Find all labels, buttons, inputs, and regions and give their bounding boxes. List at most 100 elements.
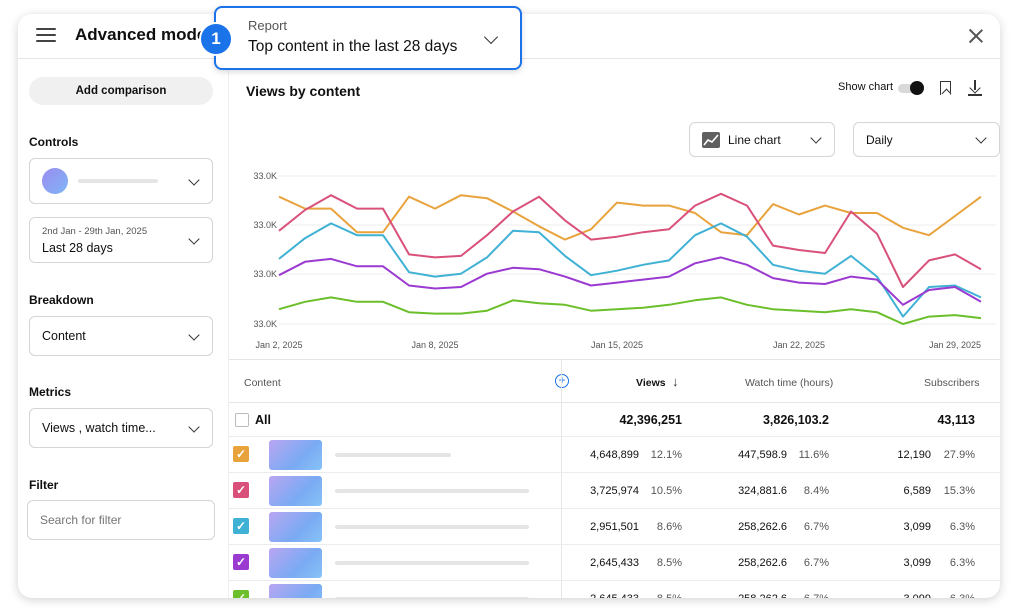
views-value: 2,645,433	[590, 557, 639, 569]
download-icon[interactable]	[968, 80, 982, 96]
watch-time-pct: 6.7%	[803, 521, 829, 533]
x-tick-label: Jan 15, 2025	[591, 340, 643, 350]
subscribers-value: 3,099	[885, 593, 931, 598]
x-tick-label: Jan 8, 2025	[411, 340, 458, 350]
video-thumbnail[interactable]	[269, 440, 322, 470]
subscribers-pct: 27.9%	[943, 449, 975, 461]
avatar	[42, 168, 68, 194]
col-views[interactable]: Views	[636, 377, 666, 389]
table-row[interactable]: ✓ 2,645,433 8.5% 258,262.6 6.7% 3,099 6.…	[229, 545, 1000, 581]
controls-label: Controls	[29, 135, 79, 149]
breakdown-select[interactable]: Content	[29, 316, 213, 356]
subscribers-pct: 6.3%	[949, 557, 975, 569]
views-pct: 8.6%	[656, 521, 682, 533]
x-tick-label: Jan 29, 2025	[929, 340, 981, 350]
video-thumbnail[interactable]	[269, 548, 322, 578]
title-placeholder	[335, 561, 529, 565]
menu-icon[interactable]	[36, 28, 56, 44]
chart-type-value: Line chart	[728, 132, 781, 147]
bookmark-icon[interactable]	[940, 81, 951, 95]
views-value: 2,951,501	[590, 521, 639, 533]
subscribers-pct: 6.3%	[949, 521, 975, 533]
sort-down-icon[interactable]: ↓	[672, 374, 679, 389]
series-line-1[interactable]	[278, 194, 982, 241]
date-range-select[interactable]: 2nd Jan - 29th Jan, 2025 Last 28 days	[29, 217, 213, 263]
watch-time-value: 258,262.6	[729, 593, 787, 598]
line-chart: 33.0K 33.0K 33.0K 33.0K Jan 2, 2025 Jan 8, 20…	[253, 171, 996, 350]
col-subscribers[interactable]: Subscribers	[924, 377, 980, 389]
column-divider	[561, 359, 562, 598]
video-thumbnail[interactable]	[269, 512, 322, 542]
watch-time-pct: 6.7%	[797, 593, 829, 598]
col-watch-time[interactable]: Watch time (hours)	[745, 377, 834, 389]
watch-time-value: 258,262.6	[738, 557, 787, 569]
watch-time-pct: 11.6%	[798, 449, 829, 461]
metrics-select[interactable]: Views , watch time...	[29, 408, 213, 448]
y-tick-label: 33.0K	[253, 319, 277, 329]
channel-name-placeholder	[78, 179, 158, 183]
series-line-3[interactable]	[278, 222, 982, 318]
title-placeholder	[335, 489, 529, 493]
views-value: 3,725,974	[590, 485, 639, 497]
all-checkbox[interactable]	[235, 413, 249, 427]
show-chart-toggle[interactable]	[898, 81, 926, 95]
row-checkbox[interactable]: ✓	[233, 446, 249, 462]
series-line-2[interactable]	[278, 192, 982, 288]
table-header: Content + Views ↓ Watch time (hours) Sub…	[229, 359, 1000, 403]
row-checkbox[interactable]: ✓	[233, 590, 249, 598]
chevron-down-icon	[483, 29, 499, 45]
views-value: 2,645,433	[589, 593, 639, 598]
add-comparison-button[interactable]: Add comparison	[29, 77, 213, 105]
line-chart-icon	[702, 131, 720, 148]
show-chart-label: Show chart	[838, 81, 894, 93]
table-row[interactable]: ✓ 2,951,501 8.6% 258,262.6 6.7% 3,099 6.…	[229, 509, 1000, 545]
y-tick-label: 33.0K	[253, 171, 277, 181]
watch-time-pct: 8.4%	[803, 485, 829, 497]
views-value: 4,648,899	[590, 449, 639, 461]
page-title: Advanced mode	[75, 25, 207, 44]
title-placeholder	[335, 525, 529, 529]
main-panel: Views by content Show chart Line chart D…	[229, 59, 1000, 598]
views-pct: 8.5%	[649, 593, 682, 598]
row-checkbox[interactable]: ✓	[233, 554, 249, 570]
y-tick-label: 33.0K	[253, 269, 277, 279]
watch-time-value: 258,262.6	[738, 521, 787, 533]
breakdown-label: Breakdown	[29, 293, 94, 307]
y-tick-label: 33.0K	[253, 220, 277, 230]
chevron-down-icon	[188, 421, 200, 433]
watch-time-pct: 6.7%	[803, 557, 829, 569]
row-checkbox[interactable]: ✓	[233, 482, 249, 498]
chart-title: Views by content	[246, 83, 361, 99]
chevron-down-icon	[188, 174, 200, 186]
table-row[interactable]: ✓ 2,645,433 8.5% 258,262.6 6.7% 3,099 6.…	[229, 581, 1000, 598]
filter-search-input[interactable]	[27, 500, 215, 540]
table-row[interactable]: ✓ 4,648,899 12.1% 447,598.9 11.6% 12,190…	[229, 437, 1000, 473]
subscribers-value: 3,099	[903, 557, 931, 569]
all-subscribers: 43,113	[937, 413, 975, 427]
close-icon[interactable]	[966, 26, 986, 46]
table-row[interactable]: ✓ 3,725,974 10.5% 324,881.6 8.4% 6,589 1…	[229, 473, 1000, 509]
date-range-sub: 2nd Jan - 29th Jan, 2025	[42, 225, 148, 237]
subscribers-value: 12,190	[897, 449, 931, 461]
add-column-icon[interactable]: +	[555, 374, 569, 388]
chart-type-select[interactable]: Line chart	[689, 122, 835, 157]
report-select[interactable]: Report Top content in the last 28 days	[214, 6, 522, 70]
x-tick-label: Jan 22, 2025	[773, 340, 825, 350]
series-line-4[interactable]	[278, 256, 982, 306]
metrics-label: Metrics	[29, 385, 72, 399]
watch-time-value: 447,598.9	[738, 449, 787, 461]
series-line-5[interactable]	[278, 296, 982, 325]
video-thumbnail[interactable]	[269, 584, 322, 598]
video-thumbnail[interactable]	[269, 476, 322, 506]
step-badge: 1	[199, 22, 233, 56]
all-watch-time: 3,826,103.2	[762, 413, 829, 427]
granularity-select[interactable]: Daily	[853, 122, 1000, 157]
subscribers-pct: 15.3%	[943, 485, 975, 497]
table-row-all: All 42,396,251 3,826,103.2 43,113	[229, 403, 1000, 437]
granularity-value: Daily	[866, 132, 893, 147]
chevron-down-icon	[188, 233, 200, 245]
channel-select[interactable]	[29, 158, 213, 204]
chevron-down-icon	[975, 132, 987, 144]
advanced-mode-window: Advanced mode Add comparison Controls 2n…	[18, 14, 1000, 598]
row-checkbox[interactable]: ✓	[233, 518, 249, 534]
